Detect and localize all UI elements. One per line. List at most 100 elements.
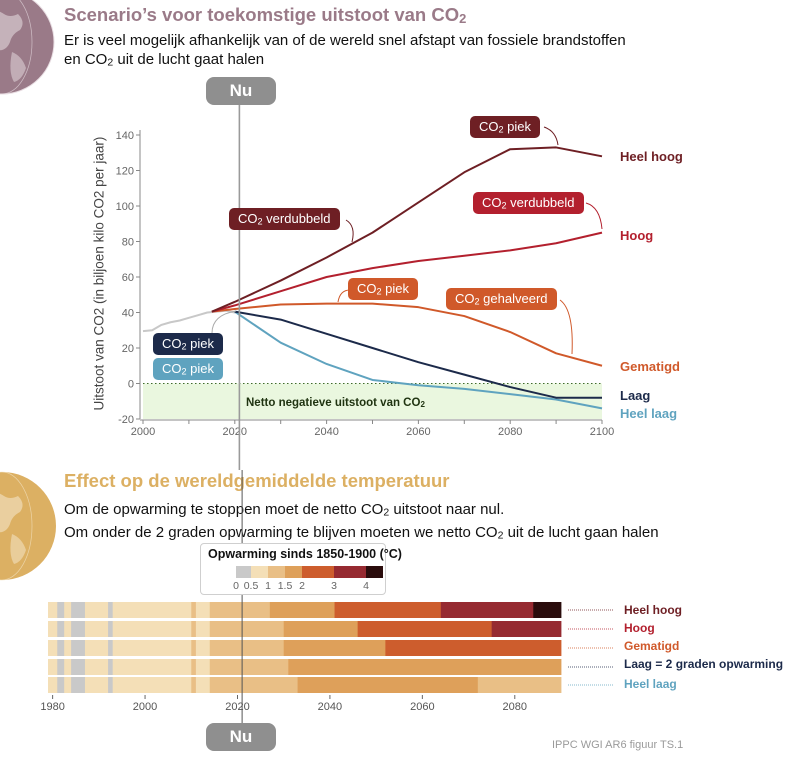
legend-tick-label: 2	[299, 580, 305, 592]
stripe-segment	[477, 677, 562, 693]
callout-text: CO	[455, 291, 475, 306]
legend-swatch	[236, 566, 251, 578]
stripe-segment	[57, 659, 65, 675]
stripe-segment	[283, 621, 359, 637]
callout-gematigd-piek: CO2 piek	[348, 278, 419, 300]
stripe-segment	[57, 621, 65, 637]
callout-sub: 2	[498, 124, 504, 135]
y-tick-label: 120	[116, 166, 134, 178]
row-label-heel-laag: Heel laag	[624, 677, 677, 691]
page-title-text: Scenario’s voor toekomstige uitstoot van…	[64, 4, 460, 25]
page-subtitle: Er is veel mogelijk afhankelijk van of d…	[64, 31, 626, 73]
series-line-laag	[234, 310, 602, 399]
callout-text: verdubbeld	[506, 195, 575, 210]
now-marker-top: Nu	[206, 77, 276, 105]
globe-icon-top	[0, 0, 58, 102]
stripe-segment	[71, 640, 86, 656]
callout-text: verdubbeld	[262, 211, 331, 226]
callout-hoog-verdubbeld: CO2 verdubbeld	[473, 192, 584, 214]
stripe-segment	[48, 621, 58, 637]
temperature-legend: Opwarming sinds 1850-1900 (°C) 0 0.5 1 1.5 2…	[200, 543, 402, 595]
series-line-hoog	[211, 231, 603, 313]
x-tick-label: 2060	[406, 426, 430, 438]
y-tick-label: 80	[122, 237, 134, 249]
stripe-segment	[64, 659, 72, 675]
y-tick-label: -20	[118, 414, 134, 426]
callout-sub: 2	[181, 366, 187, 377]
legend-tick-label: 1.5	[278, 580, 293, 592]
callout-text: CO	[162, 336, 182, 351]
callout-arrow	[559, 299, 573, 355]
callout-text: CO	[238, 211, 258, 226]
row-label-hoog: Hoog	[624, 621, 655, 635]
subtitle-line-2-sub: 2	[107, 56, 114, 69]
x-tick-label: 2040	[314, 426, 338, 438]
y-tick-label: 100	[116, 201, 134, 213]
line-sub: 2	[497, 529, 504, 542]
legend-tick-label: 3	[331, 580, 337, 592]
callout-sub: 2	[257, 216, 263, 227]
callout-arrow	[585, 202, 603, 230]
x-tick-label: 2080	[498, 426, 522, 438]
stripe-segment	[108, 602, 114, 618]
stripe-segment	[84, 640, 109, 656]
callout-sub: 2	[181, 341, 187, 352]
line-text: uitstoot naar nul.	[389, 501, 505, 518]
stripe-segment	[491, 621, 562, 637]
stripe-segment	[48, 677, 58, 693]
x-tick-label: 2100	[590, 426, 614, 438]
callout-text: CO	[479, 119, 499, 134]
y-tick-label: 20	[122, 343, 134, 355]
stripe-segment	[195, 621, 211, 637]
subtitle-line-2: en CO2 uit de lucht gaat halen	[64, 50, 626, 73]
callout-sub: 2	[474, 296, 480, 307]
stripe-segment	[108, 659, 114, 675]
callout-heel-hoog-verdubbeld: CO2 verdubbeld	[229, 208, 340, 230]
stripe-segment	[71, 677, 86, 693]
legend-swatch	[302, 566, 334, 578]
stripe-segment	[48, 640, 58, 656]
legend-title: Opwarming sinds 1850-1900 (°C)	[208, 547, 402, 561]
legend-swatch	[366, 566, 383, 578]
end-label-heel-hoog: Heel hoog	[620, 149, 683, 164]
historical-line	[142, 309, 240, 333]
stripe-segment	[191, 602, 197, 618]
stripe-segment	[48, 659, 58, 675]
callout-text: gehalveerd	[479, 291, 548, 306]
stripe-segment	[112, 602, 192, 618]
callout-text: piek	[503, 119, 532, 134]
callout-sub: 2	[501, 200, 507, 211]
stripe-segment	[209, 640, 243, 656]
y-tick-label: 40	[122, 308, 134, 320]
end-label-gematigd: Gematigd	[620, 359, 680, 374]
stripe-row-heel-hoog	[48, 602, 562, 618]
negative-zone-label-sub: 2	[420, 400, 425, 410]
line-text: Om de opwarming te stoppen moet de netto…	[64, 501, 384, 518]
y-tick-label: 140	[116, 130, 134, 142]
now-marker-label: Nu	[229, 81, 253, 100]
stripe-row-gematigd	[48, 640, 562, 656]
callout-arrow	[211, 310, 237, 334]
page-title-sub: 2	[459, 10, 467, 26]
legend-tick-label: 1	[265, 580, 271, 592]
stripe-segment	[385, 640, 562, 656]
x-tick-label: 2020	[223, 426, 247, 438]
section-subtitle-line-2: Om onder de 2 graden opwarming te blijve…	[64, 523, 659, 546]
stripe-segment	[269, 602, 335, 618]
stripe-row-hoog	[48, 621, 562, 637]
legend-tick-label: 0.5	[244, 580, 259, 592]
stripe-segment	[440, 602, 534, 618]
section-subtitle-line-1: Om de opwarming te stoppen moet de netto…	[64, 500, 659, 523]
callout-arrow	[345, 219, 354, 243]
callout-gematigd-gehalveerd: CO2 gehalveerd	[446, 288, 557, 310]
stripe-row-heel-laag	[48, 677, 562, 693]
stripe-segment	[242, 659, 289, 675]
stripe-segment	[195, 677, 211, 693]
callout-arrow	[543, 126, 559, 146]
stripe-segment	[112, 621, 192, 637]
stripe-segment	[288, 659, 562, 675]
y-tick-label: 60	[122, 272, 134, 284]
stripe-segment	[242, 602, 271, 618]
stripe-segment	[57, 677, 65, 693]
stripe-segment	[209, 621, 243, 637]
